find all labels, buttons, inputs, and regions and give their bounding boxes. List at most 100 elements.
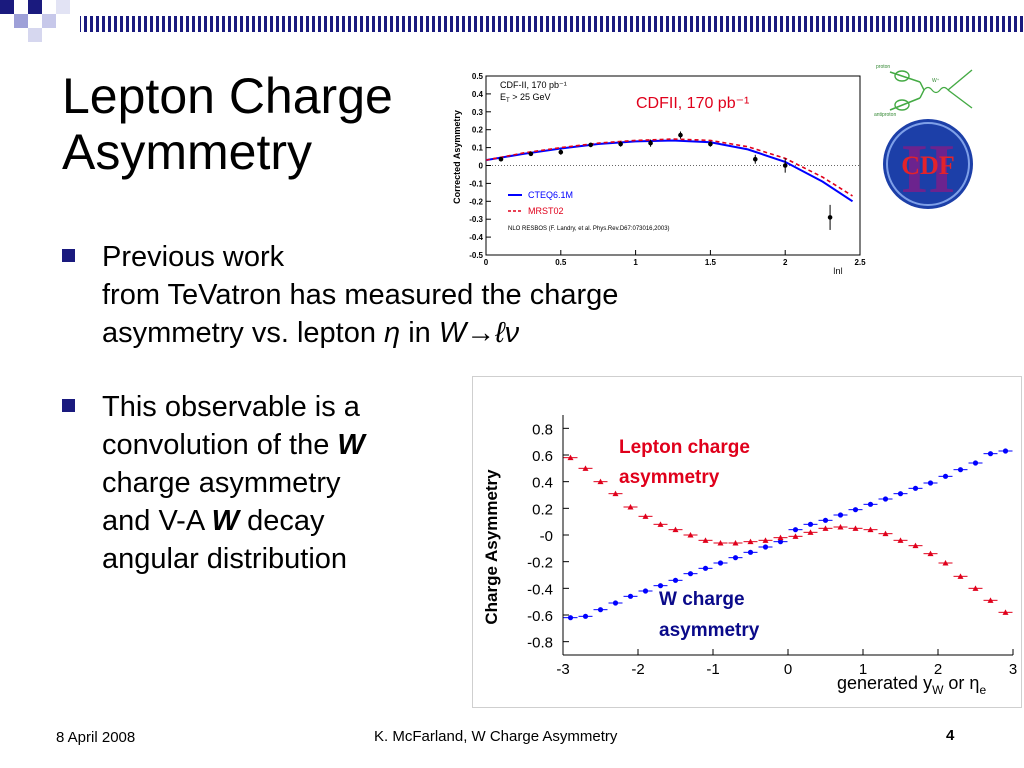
p1-corner-label: CDFII, 170 pb⁻¹ (636, 95, 749, 112)
p2-lepton-label-1: Lepton charge (619, 437, 750, 458)
p2-w-point (852, 507, 859, 513)
p2-lepton-point (762, 537, 769, 543)
bullet-text: This observable is a convolution of the … (102, 388, 482, 578)
p1-legend-cteq: CTEQ6.1M (528, 190, 573, 200)
p2-w-point (867, 501, 874, 507)
p2-w-point (792, 527, 799, 533)
p2-lepton-point (612, 490, 619, 497)
cdf-asymmetry-plot: Corrected Asymmetry 0.5 0.4 0.3 0.2 0.1 0 -0.1… (446, 62, 868, 274)
p1-data-point (498, 156, 504, 162)
feyn-antiproton-label: antiproton (874, 112, 896, 118)
p2-w-point (612, 600, 619, 606)
bullet-line: angular distribution (102, 543, 348, 575)
title-line-2: Asymmetry (62, 124, 312, 180)
p2-lepton-point (672, 526, 679, 533)
page-number: 4 (946, 727, 955, 744)
p2-lepton-point (717, 540, 724, 546)
p1-x-tick-label: 1.5 (705, 258, 717, 267)
p2-w-point (972, 460, 979, 466)
bullet-word: decay (239, 505, 325, 537)
p2-x-tick-label: 0 (784, 661, 792, 678)
p2-y-tick-label: -0.6 (527, 608, 553, 625)
p2-lepton-point (957, 573, 964, 579)
p2-w-point (657, 583, 664, 589)
p2-lepton-point (882, 530, 889, 537)
p2-w-point (897, 491, 904, 497)
p2-lepton-point (912, 542, 919, 549)
bullet-line: convolution of the (102, 429, 338, 461)
p2-lepton-point (582, 465, 589, 471)
p2-y-tick-label: -0 (540, 528, 553, 545)
p2-lepton-point (867, 526, 874, 533)
p2-y-axis-label: Charge Asymmetry (482, 469, 501, 625)
p1-legend-mrst: MRST02 (528, 206, 564, 216)
p2-lepton-point (987, 597, 994, 603)
p2-lepton-point (777, 534, 784, 541)
p1-legend: CTEQ6.1M MRST02 NLO RESBOS (F. Landry, e… (508, 190, 670, 232)
p2-lepton-point (897, 537, 904, 543)
p2-lepton-point (807, 529, 814, 535)
feyn-w-label: W⁺ (932, 78, 940, 84)
p2-y-tick-label: 0.6 (532, 448, 553, 465)
bullet-line: charge asymmetry (102, 467, 341, 499)
p2-w-point (627, 593, 634, 599)
p1-data-point (648, 140, 653, 146)
p2-w-point (582, 613, 589, 619)
p1-x-tick-label: 1 (633, 258, 638, 267)
p2-w-point (567, 615, 574, 621)
p1-y-tick-label: 0.1 (472, 144, 484, 153)
feynman-diagram-image: proton antiproton W⁺ (872, 58, 978, 122)
corner-squares-decoration (0, 0, 70, 42)
p2-w-point (732, 555, 739, 561)
p2-y-tick-label: 0.8 (532, 421, 553, 438)
p2-x-tick-label: -2 (631, 661, 644, 678)
p2-lepton-point (747, 538, 754, 545)
p2-w-point (927, 480, 934, 486)
p2-lepton-point (927, 550, 934, 557)
bullet-observable: This observable is a convolution of the … (62, 388, 482, 578)
p2-lepton-point (837, 524, 844, 530)
p2-x-tick-label: 1 (859, 661, 867, 678)
p1-data-point (752, 156, 758, 162)
p1-y-tick-label: 0.4 (472, 90, 484, 99)
bullet-line: This observable is a (102, 391, 360, 423)
p2-lepton-label-2: asymmetry (619, 467, 720, 488)
p2-x-tick-label: -1 (706, 661, 719, 678)
p2-w-label-1: W charge (659, 589, 745, 610)
title-line-1: Lepton Charge (62, 68, 393, 124)
p1-data-point (827, 215, 833, 220)
p2-w-point (942, 473, 949, 479)
p1-x-tick-label: 2 (783, 258, 788, 267)
bullet-previous-work: Previous work from TeVatron has measured… (62, 238, 822, 352)
p1-y-tick-label: 0 (479, 162, 484, 171)
p1-et-cut-label: ET > 25 GeV (500, 92, 550, 104)
p1-experiment-label: CDF-II, 170 pb⁻¹ (500, 80, 567, 90)
eta-symbol: η (384, 317, 401, 349)
p1-data-point (618, 141, 623, 147)
cdf-logo-text: CDF (901, 151, 954, 180)
bullet-line: asymmetry vs. lepton (102, 317, 385, 349)
bullet-marker (62, 249, 75, 262)
p2-lepton-point (642, 513, 649, 519)
p2-w-point (957, 467, 964, 473)
bullet-line: Previous work (102, 241, 285, 273)
p1-data-point (558, 149, 564, 155)
footer-date: 8 April 2008 (56, 729, 136, 746)
p2-y-tick-label: 0.2 (532, 501, 553, 518)
p1-y-tick-label: -0.3 (469, 215, 483, 224)
p1-y-tick-label: -0.2 (469, 197, 483, 206)
p2-w-point (777, 539, 784, 545)
p2-w-point (762, 544, 769, 550)
p1-nlo-label: NLO RESBOS (F. Landry, et al. Phys.Rev.D… (508, 226, 670, 232)
p2-w-point (747, 549, 754, 555)
p2-w-point (807, 521, 814, 527)
p1-y-tick-label: 0.5 (472, 72, 484, 81)
p2-w-label-2: asymmetry (659, 620, 760, 641)
p2-y-tick-label: -0.4 (527, 581, 553, 598)
p1-y-tick-label: 0.2 (472, 126, 484, 135)
p2-lepton-point (822, 525, 829, 531)
footer-title: K. McFarland, W Charge Asymmetry (374, 728, 618, 745)
w-boson-symbol: W (211, 505, 240, 537)
charge-asymmetry-plot: Charge Asymmetry 0.8 0.6 0.4 0.2 -0 -0.2 -0.4 -… (472, 376, 1022, 708)
p2-w-point (702, 565, 709, 571)
